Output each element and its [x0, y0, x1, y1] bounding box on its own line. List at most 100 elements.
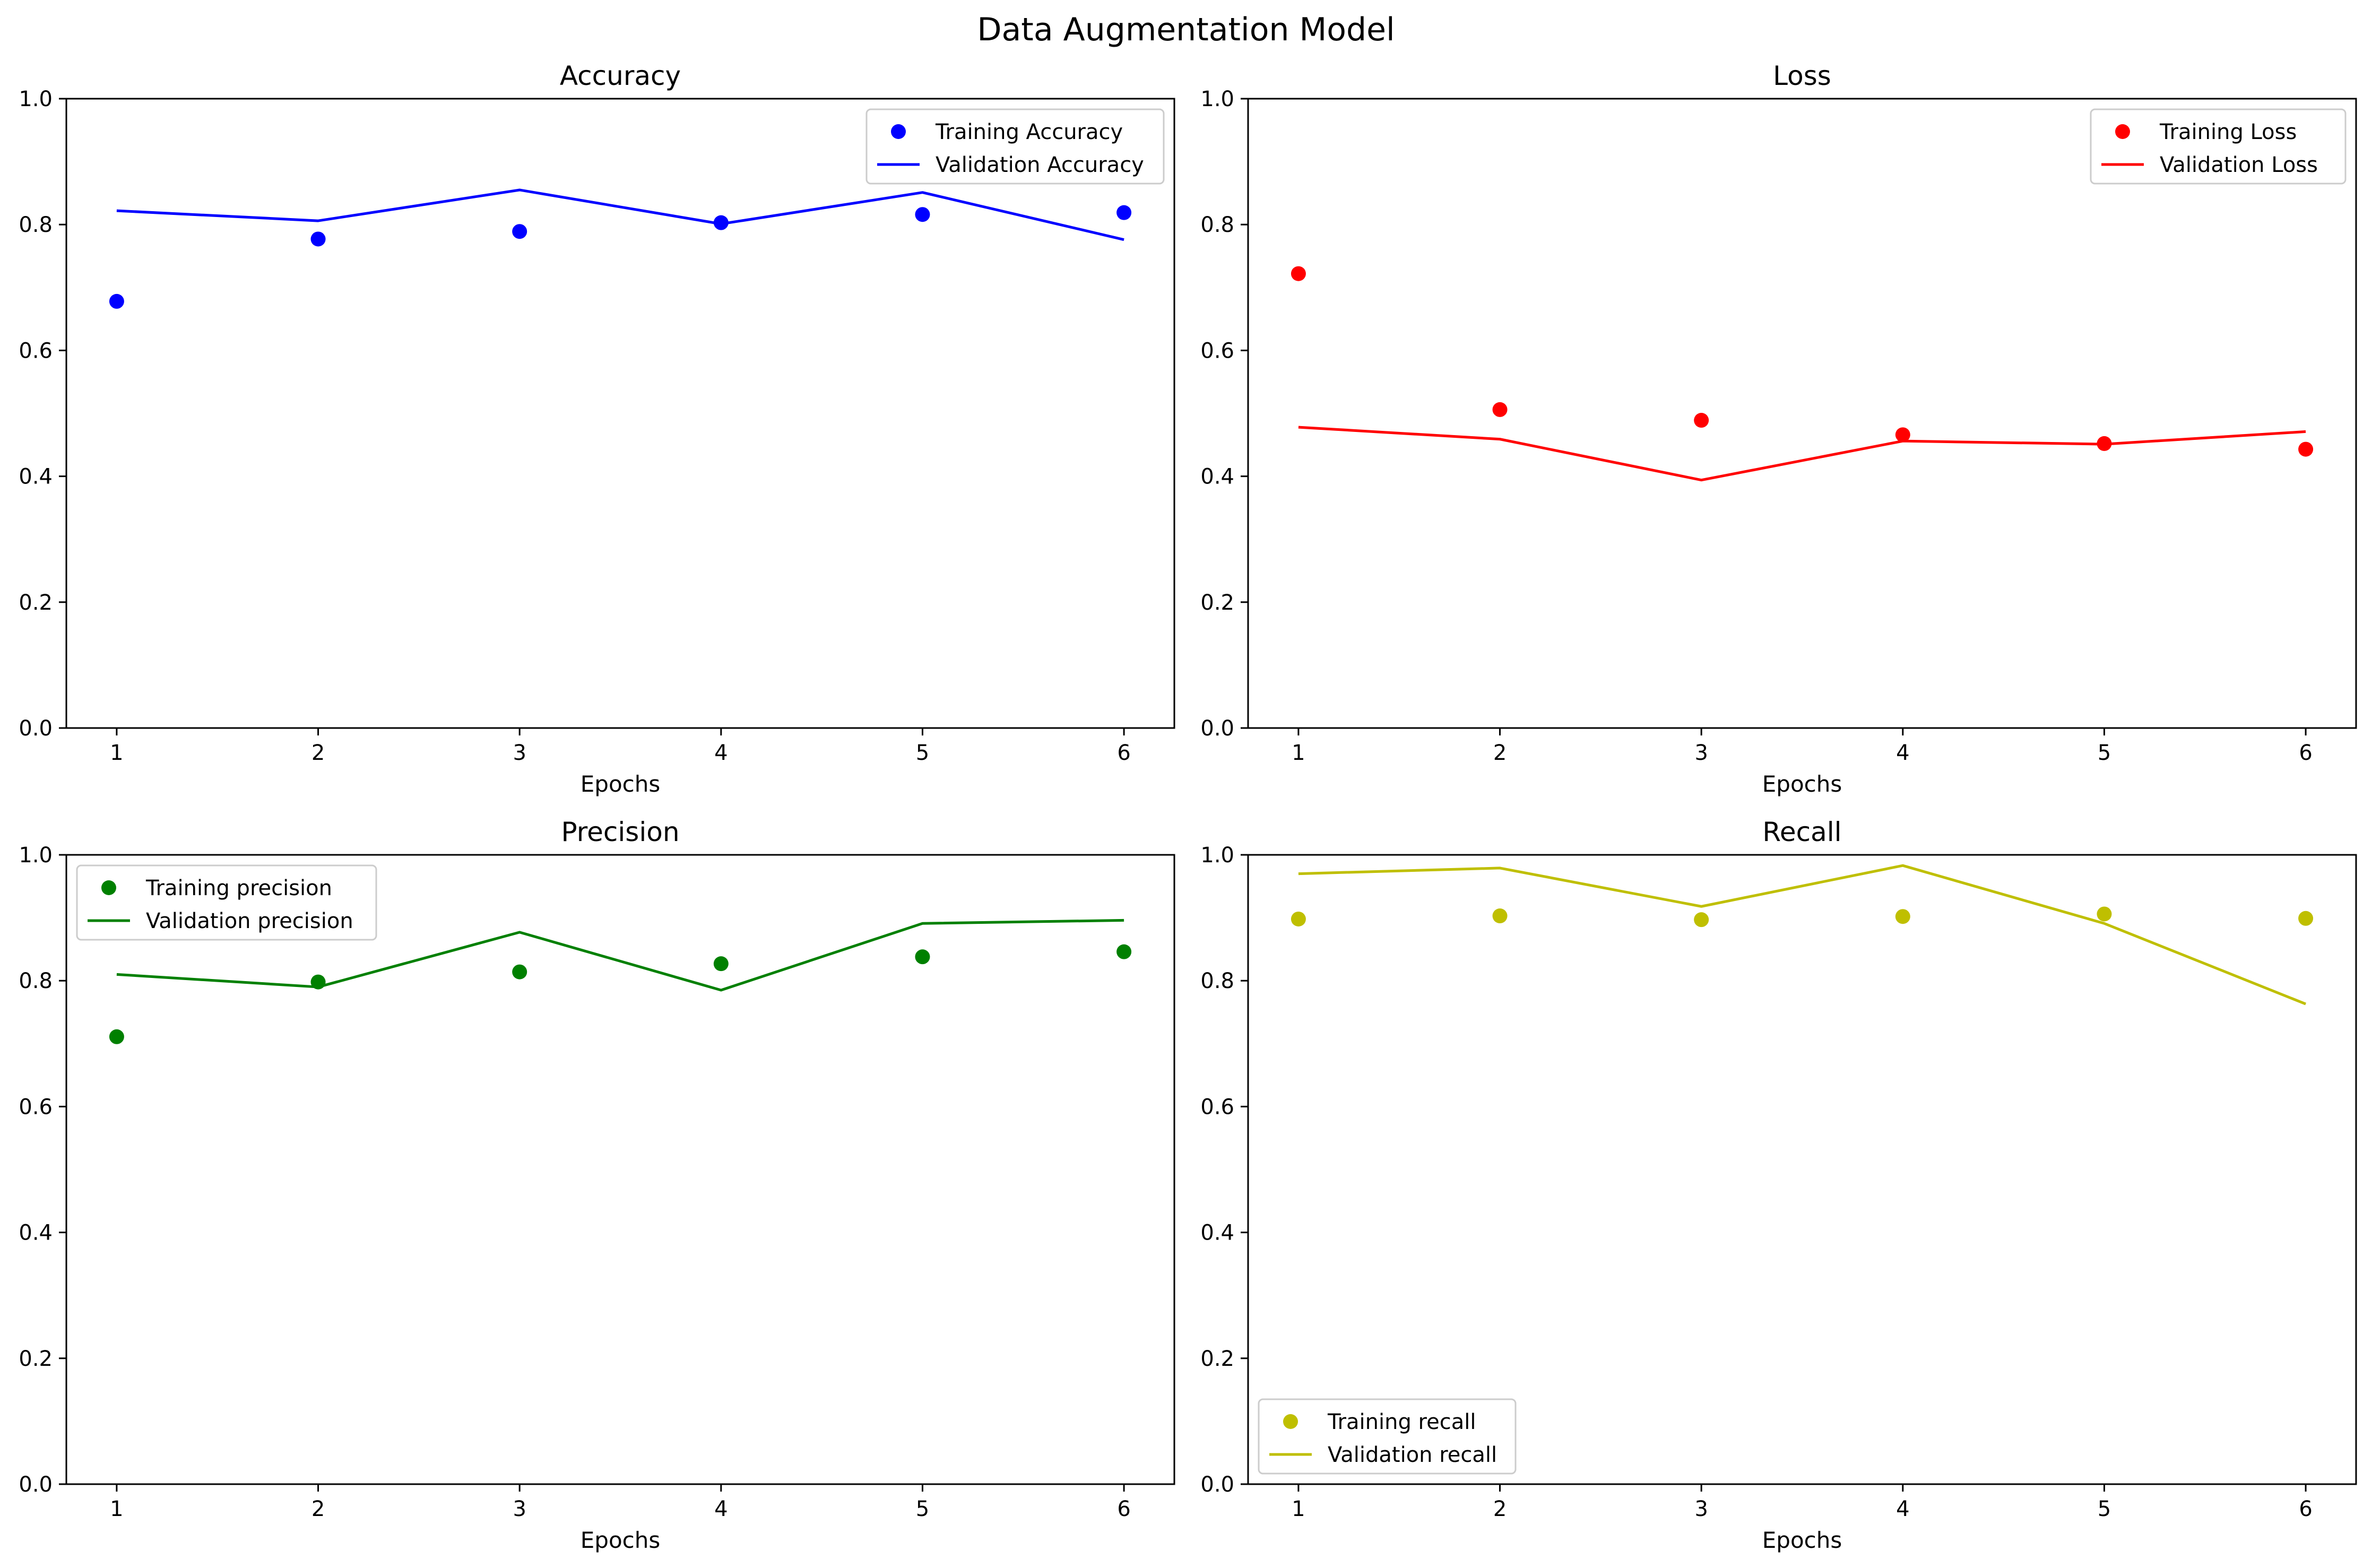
precision-chart-x-tick-label: 1: [110, 1497, 123, 1521]
recall-chart-training-recall-point: [1291, 911, 1306, 926]
accuracy-chart-legend-marker-swatch: [891, 124, 906, 139]
recall-chart-x-tick-label: 1: [1292, 1497, 1305, 1521]
accuracy-chart-training-accuracy-point: [310, 231, 326, 247]
accuracy-chart: Accuracy 1 2 3 4 5 6 0.0 0.2 0.4 0.6 0.8 1.0 Epochs Tr…: [19, 60, 1175, 797]
precision-chart-x-tick-label: 6: [1117, 1497, 1130, 1521]
accuracy-chart-y-tick-label: 0.4: [19, 465, 53, 489]
precision-chart-legend-box: [76, 864, 377, 941]
precision-chart-validation-precision-line: [116, 919, 1124, 992]
recall-chart-frame: [1247, 854, 2357, 1485]
precision-chart-x-tick-label: 2: [311, 1497, 325, 1521]
loss-chart-frame: [1247, 98, 2357, 729]
loss-chart-training-loss-point: [2298, 441, 2314, 457]
loss-chart-training-loss-point: [1694, 413, 1709, 428]
recall-chart-legend-marker-swatch: [1283, 1414, 1298, 1429]
loss-chart-y-tick-label: 0.8: [1200, 213, 1234, 237]
loss-chart-y-tick-label: 1.0: [1200, 87, 1234, 111]
recall-chart: Recall 1 2 3 4 5 6 0.0 0.2 0.4 0.6 0.8 1.0 Epochs Trai…: [1200, 817, 2357, 1553]
recall-chart-validation-recall-line: [1298, 864, 2307, 1006]
accuracy-chart-y-tick-label: 0.2: [19, 591, 53, 615]
recall-chart-training-recall-point: [2298, 911, 2314, 926]
recall-chart-y-tick-label: 0.8: [1200, 969, 1234, 993]
precision-chart-training-precision-point: [109, 1029, 124, 1044]
accuracy-chart-y-tick-label: 1.0: [19, 87, 53, 111]
recall-chart-x-tick-label: 5: [2098, 1497, 2111, 1521]
loss-chart-x-tick-label: 3: [1694, 741, 1708, 765]
accuracy-chart-y-tick-label: 0.6: [19, 339, 53, 363]
loss-chart-legend-label: Validation Loss: [2160, 153, 2318, 177]
accuracy-chart-validation-accuracy-line: [116, 188, 1124, 241]
loss-chart: Loss 1 2 3 4 5 6 0.0 0.2 0.4 0.6 0.8 1.0 Epochs Traini…: [1200, 60, 2357, 797]
accuracy-chart-x-tick-label: 2: [311, 741, 325, 765]
precision-chart-frame: [65, 854, 1175, 1485]
accuracy-chart-training-accuracy-point: [109, 293, 124, 309]
precision-chart: Precision 1 2 3 4 5 6 0.0 0.2 0.4 0.6 0.8 1.0 Epochs T…: [19, 817, 1175, 1553]
precision-chart-x-tick-label: 4: [714, 1497, 728, 1521]
recall-chart-title: Recall: [1762, 817, 1841, 847]
accuracy-chart-training-accuracy-point: [512, 224, 527, 239]
loss-chart-legend-marker-swatch: [2115, 124, 2130, 139]
accuracy-chart-legend-label: Training Accuracy: [935, 120, 1123, 144]
recall-chart-y-tick-label: 0.6: [1200, 1095, 1234, 1119]
recall-chart-x-tick-label: 4: [1896, 1497, 1909, 1521]
accuracy-chart-legend: Training Accuracy Validation Accuracy: [865, 108, 1165, 185]
recall-chart-training-recall-point: [2097, 906, 2112, 922]
accuracy-chart-x-tick-label: 4: [714, 741, 728, 765]
recall-chart-y-tick-label: 0.0: [1200, 1472, 1234, 1497]
precision-chart-y-tick-label: 1.0: [19, 843, 53, 868]
accuracy-chart-x-tick-label: 3: [513, 741, 526, 765]
precision-chart-training-precision-point: [512, 964, 527, 980]
loss-chart-y-tick-label: 0.6: [1200, 339, 1234, 363]
loss-chart-y-tick-label: 0.2: [1200, 591, 1234, 615]
recall-chart-training-recall-point: [1895, 909, 1910, 924]
recall-chart-y-tick-label: 1.0: [1200, 843, 1234, 868]
loss-chart-x-tick-label: 4: [1896, 741, 1909, 765]
loss-chart-x-tick-label: 1: [1292, 741, 1305, 765]
precision-chart-y-tick-label: 0.8: [19, 969, 53, 993]
recall-chart-training-recall-point: [1694, 912, 1709, 928]
precision-chart-legend-label: Validation precision: [146, 909, 353, 933]
accuracy-chart-frame: [65, 98, 1175, 729]
accuracy-chart-x-tick-label: 1: [110, 741, 123, 765]
loss-chart-validation-loss-line: [1298, 426, 2306, 482]
loss-chart-x-axis-label: Epochs: [1762, 771, 1842, 797]
accuracy-chart-x-tick-label: 6: [1117, 741, 1130, 765]
precision-chart-y-tick-label: 0.6: [19, 1095, 53, 1119]
precision-chart-training-precision-point: [713, 956, 729, 972]
precision-chart-training-precision-point: [915, 949, 930, 965]
precision-chart-title: Precision: [561, 817, 679, 847]
accuracy-chart-y-tick-label: 0.8: [19, 213, 53, 237]
recall-chart-y-tick-label: 0.4: [1200, 1221, 1234, 1245]
precision-chart-x-tick-label: 3: [513, 1497, 526, 1521]
precision-chart-x-axis-label: Epochs: [581, 1527, 661, 1553]
precision-chart-y-tick-label: 0.4: [19, 1221, 53, 1245]
precision-chart-y-tick-label: 0.0: [19, 1472, 53, 1497]
loss-chart-x-tick-label: 5: [2098, 741, 2111, 765]
accuracy-chart-x-tick-label: 5: [916, 741, 929, 765]
loss-chart-training-loss-point: [1895, 427, 1910, 443]
precision-chart-y-tick-label: 0.2: [19, 1347, 53, 1371]
loss-chart-training-loss-point: [1492, 402, 1508, 417]
loss-chart-legend-box: [2090, 108, 2347, 185]
recall-chart-training-recall-point: [1492, 908, 1508, 924]
precision-chart-legend-label: Training precision: [145, 876, 332, 900]
accuracy-chart-x-axis-label: Epochs: [581, 771, 661, 797]
loss-chart-y-tick-label: 0.4: [1200, 465, 1234, 489]
recall-chart-legend-label: Training recall: [1327, 1410, 1476, 1434]
loss-chart-y-tick-label: 0.0: [1200, 716, 1234, 741]
recall-chart-legend-box: [1258, 1398, 1517, 1475]
loss-chart-title: Loss: [1773, 60, 1831, 91]
recall-chart-x-tick-label: 2: [1493, 1497, 1507, 1521]
accuracy-chart-y-tick-label: 0.0: [19, 716, 53, 741]
loss-chart-x-tick-label: 6: [2299, 741, 2312, 765]
accuracy-chart-legend-label: Validation Accuracy: [936, 153, 1144, 177]
figure-title: Data Augmentation Model: [977, 11, 1395, 48]
precision-chart-legend: Training precision Validation precision: [76, 864, 377, 941]
loss-chart-legend: Training Loss Validation Loss: [2090, 108, 2347, 185]
precision-chart-training-precision-point: [1116, 944, 1132, 959]
precision-chart-legend-marker-swatch: [101, 880, 116, 895]
accuracy-chart-legend-box: [865, 108, 1165, 185]
recall-chart-y-tick-label: 0.2: [1200, 1347, 1234, 1371]
recall-chart-legend: Training recall Validation recall: [1258, 1398, 1517, 1475]
